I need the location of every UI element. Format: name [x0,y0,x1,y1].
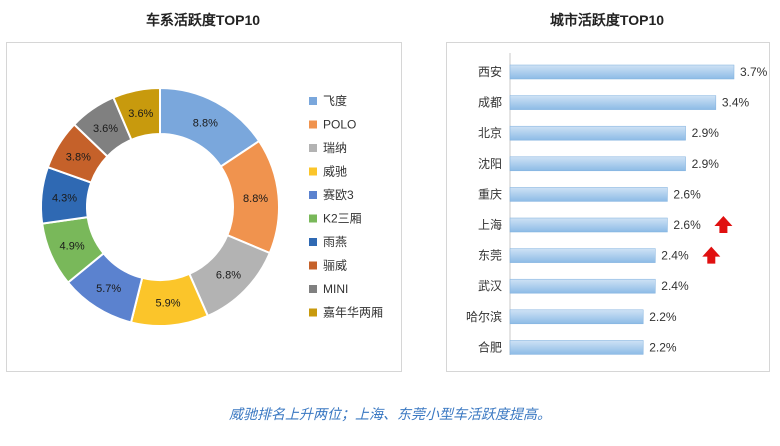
legend-swatch [309,167,317,176]
category-label: 北京 [478,126,502,140]
category-label: 合肥 [478,339,502,354]
bar-value-label: 2.6% [673,187,701,201]
slice-value-label: 5.7% [96,283,121,295]
bar-chart: 西安 3.7% 成都 3.4% 北京 2.9% 沈阳 2.9% 重庆 2.6% 上海 2.6% 东莞 2.… [466,53,768,355]
slice-value-label: 4.3% [52,192,77,204]
bar [509,278,656,294]
bar-value-label: 2.4% [661,279,689,293]
legend-swatch [309,144,317,152]
category-label: 沈阳 [478,156,502,171]
slice-value-label: 6.8% [216,269,241,281]
legend-swatch [309,261,317,270]
legend-label: MINI [323,282,348,296]
bar [509,156,686,172]
legend-label: 骊威 [323,259,347,273]
legend-swatch [309,191,317,199]
bar-value-label: 2.9% [692,157,720,171]
legend-swatch [309,214,317,223]
bar [509,125,686,141]
legend-label: 雨燕 [323,235,347,249]
legend-swatch [309,308,317,317]
pie-slice [112,86,161,142]
bar [509,64,735,80]
slice-value-label: 5.9% [156,298,181,310]
pie-chart-panel: 8.8% 8.8% 6.8% 5.9% 5.7% 4.9% 4.3% 3.8% 3.6% 3.6%… [6,42,402,372]
slice-value-label: 3.6% [93,123,118,135]
bar [509,248,656,263]
bar-value-label: 2.4% [661,249,689,263]
slice-value-label: 3.6% [128,108,153,120]
bar [509,309,644,325]
bar [509,217,668,233]
category-label: 成都 [478,96,502,110]
legend-label: POLO [323,118,356,132]
legend-swatch [309,120,317,129]
bar-value-label: 3.4% [722,96,750,110]
legend-swatch [309,285,317,293]
legend-label: 威驰 [323,165,347,179]
slice-value-label: 8.8% [243,193,268,205]
category-label: 东莞 [478,249,502,263]
bar [509,95,717,110]
bar-value-label: 2.6% [673,218,701,232]
up-arrow-icon [702,246,721,264]
bar-value-label: 3.7% [740,65,768,79]
up-arrow-icon [714,216,733,233]
category-label: 上海 [478,217,502,232]
bar-value-label: 2.2% [649,310,677,324]
pie-chart-title: 车系活跃度TOP10 [145,12,261,28]
bar [509,340,644,355]
category-label: 哈尔滨 [466,309,502,324]
slice-value-label: 8.8% [193,117,218,129]
bar-chart-panel: 西安 3.7% 成都 3.4% 北京 2.9% 沈阳 2.9% 重庆 2.6% 上海 2.6% 东莞 2.… [446,42,770,372]
bar-value-label: 2.2% [649,340,677,354]
category-label: 重庆 [478,187,502,201]
legend-label: 瑞纳 [323,141,347,155]
bar-value-label: 2.9% [692,126,720,140]
category-label: 武汉 [478,279,502,293]
bar-chart-title: 城市活跃度TOP10 [549,12,665,28]
slice-value-label: 3.8% [66,152,91,164]
legend-label: K2三厢 [323,212,362,226]
legend-label: 嘉年华两厢 [323,306,383,320]
slice-value-label: 4.9% [60,241,85,253]
summary-caption: 威驰排名上升两位；上海、东莞小型车活跃度提高。 [229,406,551,422]
legend-swatch [309,97,317,105]
donut-chart: 8.8% 8.8% 6.8% 5.9% 5.7% 4.9% 4.3% 3.8% 3.6% 3.6%… [40,86,383,327]
legend-label: 赛欧3 [323,187,354,202]
legend-swatch [309,238,317,246]
bar [509,187,668,202]
category-label: 西安 [478,64,502,79]
legend-label: 飞度 [323,93,347,108]
